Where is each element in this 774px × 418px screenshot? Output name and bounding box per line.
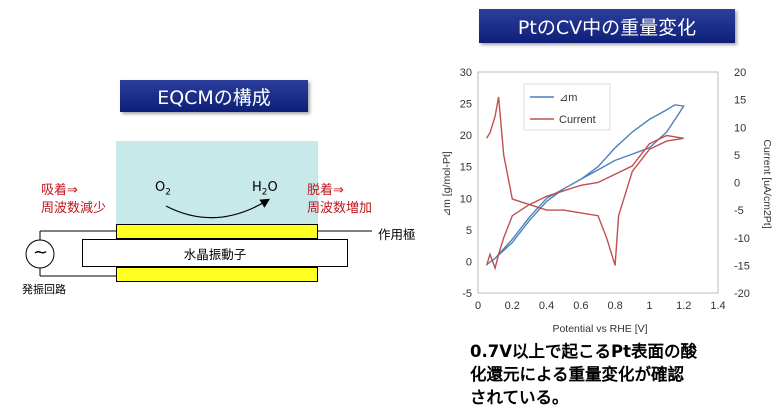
crystal-label: 水晶振動子 xyxy=(183,246,247,262)
x-tick-label: 1.4 xyxy=(710,300,725,312)
eqcm-banner-title: EQCMの構成 xyxy=(157,86,271,109)
adsorption-note: 吸着⇒ 周波数減少 xyxy=(41,182,106,218)
electrolyte-solution xyxy=(116,141,318,224)
y-axis-right-label: Current [uA/cm2Pt] xyxy=(761,139,773,228)
y-right-tick-label: 5 xyxy=(734,150,740,162)
legend-label-dm: ⊿m xyxy=(559,92,577,104)
x-tick-label: 0 xyxy=(475,300,481,312)
bottom-electrode xyxy=(116,267,318,282)
conclusion-line3: されている。 xyxy=(470,388,569,407)
y-axis-left-label: ⊿m [g/mol-Pt] xyxy=(441,151,453,216)
y-right-tick-label: -5 xyxy=(734,205,744,217)
oscillator-label: 発振回路 xyxy=(22,283,66,296)
top-electrode xyxy=(116,224,318,239)
oscillator-symbol: ~ xyxy=(33,242,49,263)
desorption-line2: 周波数増加 xyxy=(307,201,373,216)
eqcm-banner: EQCMの構成 xyxy=(120,80,308,112)
conclusion-line2: 化還元による重量変化が確認 xyxy=(470,365,685,384)
y-right-tick-label: 0 xyxy=(734,178,740,190)
y-left-tick-label: 15 xyxy=(460,162,472,174)
y-right-tick-label: -15 xyxy=(734,260,750,272)
x-tick-label: 0.6 xyxy=(573,300,588,312)
eqcm-wiring xyxy=(25,198,372,277)
chart-legend: ⊿m Current xyxy=(523,83,611,131)
y-left-tick-label: 0 xyxy=(466,256,472,268)
y-left-tick-label: -5 xyxy=(462,288,472,300)
y-right-tick-label: -10 xyxy=(734,233,750,245)
quartz-crystal: 水晶振動子 xyxy=(82,239,348,267)
desorption-note: 脱着⇒ 周波数増加 xyxy=(307,182,372,218)
reaction-arrow xyxy=(165,198,271,219)
adsorption-line2: 周波数減少 xyxy=(41,201,107,216)
cv-chart: -5 0 5 10 15 20 25 30 -20 -15 -10 -5 0 5 10 15 20 0 0.2 0… xyxy=(440,60,774,338)
x-tick-label: 0.4 xyxy=(539,300,554,312)
x-tick-label: 1.2 xyxy=(676,300,691,312)
y-left-tick-label: 10 xyxy=(460,193,472,205)
x-tick-label: 1 xyxy=(646,300,652,312)
o2-label: O2 xyxy=(155,180,171,198)
pt-cv-banner-title: PtのCV中の重量変化 xyxy=(517,16,697,39)
conclusion-line1: 0.7V以上で起こるPt表面の酸 xyxy=(470,342,697,361)
adsorption-line1: 吸着⇒ xyxy=(41,183,78,198)
y-right-tick-label: 10 xyxy=(734,122,746,134)
legend-label-current: Current xyxy=(559,114,596,126)
y-left-tick-label: 20 xyxy=(460,130,472,142)
y-left-tick-label: 30 xyxy=(460,67,472,79)
y-left-tick-label: 25 xyxy=(460,99,472,111)
y-left-tick-label: 5 xyxy=(466,225,472,237)
h2o-label: H2O xyxy=(252,180,278,198)
conclusion-text: 0.7V以上で起こるPt表面の酸 化還元による重量変化が確認 されている。 xyxy=(470,340,770,409)
y-right-tick-label: 20 xyxy=(734,67,746,79)
pt-cv-banner: PtのCV中の重量変化 xyxy=(479,9,735,43)
x-axis-label: Potential vs RHE [V] xyxy=(552,323,647,335)
x-tick-label: 0.8 xyxy=(607,300,622,312)
series-current-line xyxy=(485,96,684,271)
working-electrode-label: 作用極 xyxy=(378,227,416,242)
y-right-tick-label: -20 xyxy=(734,288,750,300)
desorption-line1: 脱着⇒ xyxy=(307,183,344,198)
x-tick-label: 0.2 xyxy=(505,300,520,312)
oscillator-circle xyxy=(25,239,55,269)
y-right-tick-label: 15 xyxy=(734,95,746,107)
